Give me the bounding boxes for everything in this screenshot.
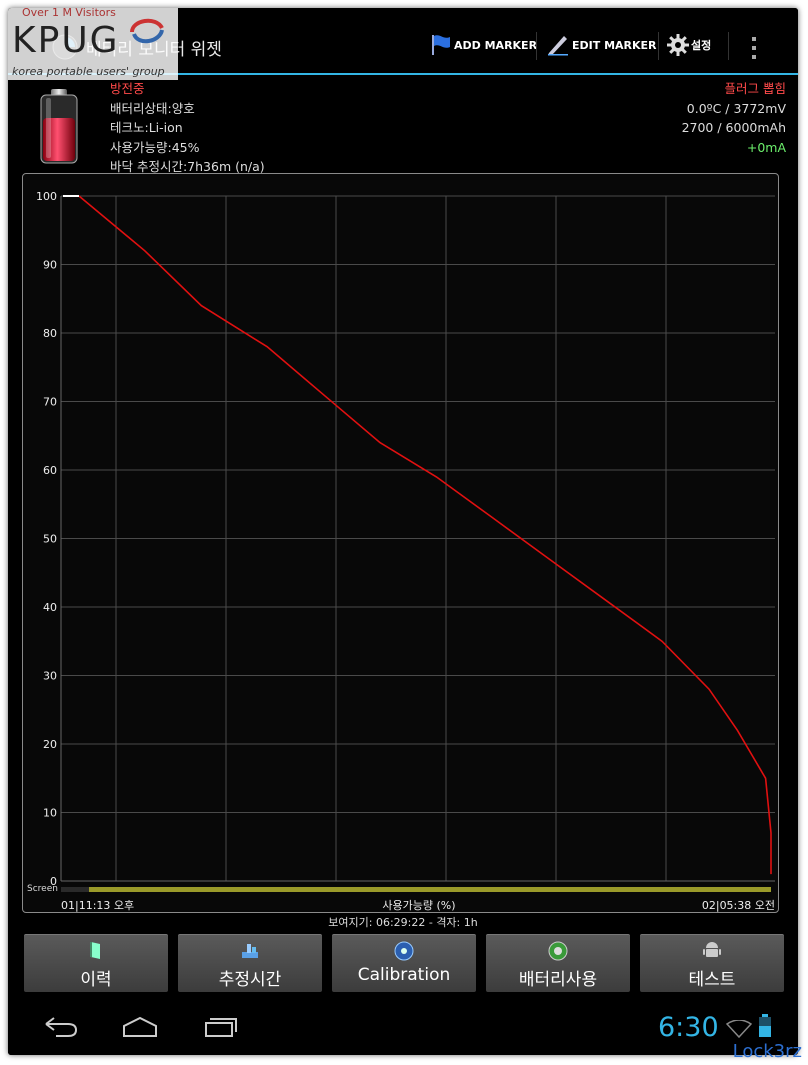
calibration-button[interactable]: Calibration [332, 934, 476, 992]
wifi-icon [725, 1019, 753, 1042]
history-icon [90, 942, 100, 959]
home-icon [123, 1016, 157, 1037]
separator [658, 32, 659, 60]
x-end-label: 02|05:38 오전 [702, 899, 775, 912]
y-tick-label: 60 [43, 464, 57, 477]
back-icon [45, 1017, 78, 1037]
calibration-label: Calibration [357, 965, 451, 985]
calibration-icon [394, 941, 414, 961]
visible-range-text: 보여지기: 06:29:22 - 격자: 1h [328, 916, 478, 929]
edit-marker-label: EDIT MARKER [572, 38, 657, 52]
estimate-label: 추정시간 [218, 970, 282, 990]
screen-off-segment [61, 887, 89, 892]
current-ma: +0mA [746, 139, 786, 155]
edit-marker-button[interactable]: EDIT MARKER [546, 30, 657, 60]
battery-info-right: 플러그 뽑힘 0.0ºC / 3772mV 2700 / 6000mAh +0m… [682, 79, 786, 157]
y-tick-label: 10 [43, 807, 57, 820]
action-bar-divider [8, 73, 798, 75]
y-tick-label: 50 [43, 533, 57, 546]
navigation-bar: 6:30 [8, 1000, 798, 1055]
battery-usage-label: 배터리사용 [518, 970, 598, 990]
watermark-subtitle: korea portable users' group [12, 65, 165, 78]
y-tick-label: 80 [43, 327, 57, 340]
watermark: Over 1 M Visitors KPUG korea portable us… [8, 8, 178, 80]
screen-label: Screen [27, 884, 58, 894]
credit-text: Lock3rz [732, 1041, 802, 1062]
history-button[interactable]: 이력 [24, 934, 168, 992]
battery-chart[interactable]: 100 90 80 70 60 50 40 30 20 10 0 Screen 01|11:13 오… [22, 173, 779, 913]
x-axis-label: 사용가능량 (%) [382, 899, 455, 912]
status-clock: 6:30 [658, 1012, 719, 1043]
test-label: 테스트 [688, 970, 736, 990]
pencil-icon [548, 36, 568, 56]
capacity-level: 사용가능량:45% [110, 139, 200, 155]
watermark-logo: KPUG [12, 20, 120, 61]
capacity-mah: 2700 / 6000mAh [681, 120, 786, 135]
y-tick-label: 0 [50, 875, 57, 888]
battery-icon [38, 88, 80, 166]
battery-status-icon [758, 1014, 772, 1042]
charging-state: 방전중 [110, 81, 145, 96]
battery-usage-button[interactable]: 배터리사용 [486, 934, 630, 992]
battery-info-left: 방전중 배터리상태:양호 테크노:Li-ion 사용가능량:45% 바닥 추정시… [110, 79, 265, 177]
logo-swirl-icon [130, 18, 164, 44]
temp-voltage: 0.0ºC / 3772mV [686, 100, 786, 116]
recent-apps-button[interactable] [202, 1016, 238, 1042]
watermark-visitors: Over 1 M Visitors [22, 8, 116, 19]
separator [728, 32, 729, 60]
test-button[interactable]: 테스트 [640, 934, 784, 992]
recent-apps-icon [205, 1018, 237, 1037]
back-button[interactable] [42, 1016, 78, 1042]
add-marker-label: ADD MARKER [454, 38, 538, 52]
device-frame: 배터리 모니터 위젯 ADD MARKER EDIT MARKER 설정 Ove… [8, 8, 798, 1055]
add-marker-button[interactable]: ADD MARKER [430, 30, 537, 60]
estimate-button[interactable]: 추정시간 [178, 934, 322, 992]
y-tick-label: 90 [43, 259, 57, 272]
settings-label: 설정 [691, 39, 712, 52]
y-tick-label: 30 [43, 670, 57, 683]
home-button[interactable] [120, 1016, 160, 1042]
estimate-icon [242, 944, 258, 958]
overflow-menu-icon[interactable] [750, 36, 758, 60]
battery-health: 배터리상태:양호 [110, 100, 195, 116]
y-tick-label: 100 [36, 190, 57, 203]
history-label: 이력 [80, 970, 112, 990]
estimated-time: 바닥 추정시간:7h36m (n/a) [110, 159, 265, 174]
separator [536, 32, 537, 60]
y-tick-label: 40 [43, 601, 57, 614]
android-icon [703, 942, 721, 957]
plug-state: 플러그 뽑힘 [724, 81, 786, 96]
settings-button[interactable]: 설정 [666, 30, 711, 60]
y-tick-label: 70 [43, 396, 57, 409]
battery-technology: 테크노:Li-ion [110, 120, 183, 135]
battery-usage-icon [548, 941, 568, 961]
battery-level-line [78, 195, 772, 875]
x-start-label: 01|11:13 오후 [61, 899, 134, 912]
gear-icon [667, 34, 689, 56]
flag-icon [432, 35, 450, 55]
screen-on-bar [61, 887, 771, 892]
y-tick-label: 20 [43, 738, 57, 751]
